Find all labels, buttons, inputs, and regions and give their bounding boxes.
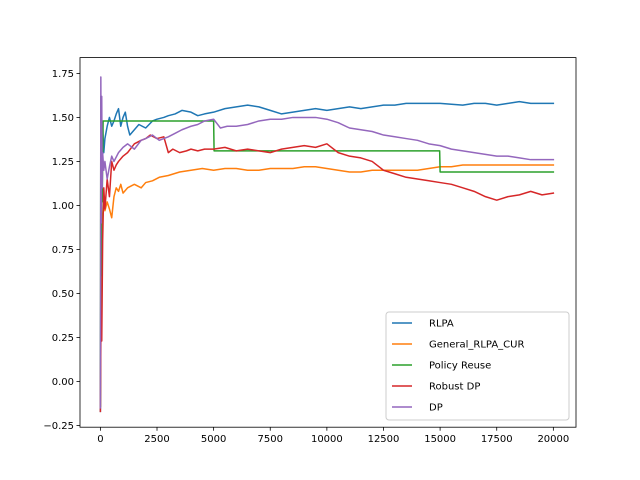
x-tick-label: 2500 (144, 434, 169, 445)
y-axis: −0.25 0.00 0.25 0.50 0.75 1.00 1.25 1.50 1.75 (43, 69, 80, 432)
y-tick-label: 0.75 (52, 245, 74, 256)
x-tick-label: 5000 (201, 434, 226, 445)
legend: RLPA General_RLPA_CUR Policy Reuse Robust D… (385, 311, 570, 421)
legend-label-0: RLPA (429, 319, 454, 330)
series-layer (99, 76, 555, 413)
series-line-4 (99, 76, 555, 409)
series-line-3 (99, 134, 555, 413)
x-tick-label: 10000 (311, 434, 343, 445)
x-axis: 0 2500 5000 7500 10000 12500 15000 17500 20000 (97, 427, 569, 445)
x-tick-label: 12500 (368, 434, 400, 445)
series-line-1 (99, 164, 555, 407)
legend-label-1: General_RLPA_CUR (429, 340, 524, 351)
plot-frame (79, 57, 577, 428)
y-tick-label: 0.50 (52, 289, 74, 300)
legend-label-2: Policy Reuse (429, 361, 491, 372)
y-tick-label: 1.50 (52, 113, 74, 124)
y-tick-label: 1.25 (52, 157, 74, 168)
series-line-0 (99, 100, 555, 413)
legend-box (385, 311, 570, 421)
x-tick-label: 15000 (424, 434, 456, 445)
y-tick-label: −0.25 (43, 421, 74, 432)
y-tick-label: 1.00 (52, 201, 74, 212)
legend-label-3: Robust DP (429, 382, 480, 393)
x-tick-label: 0 (97, 434, 103, 445)
y-tick-label: 0.00 (52, 377, 74, 388)
y-tick-label: 0.25 (52, 333, 74, 344)
y-tick-label: 1.75 (52, 69, 74, 80)
x-tick-label: 7500 (258, 434, 283, 445)
x-tick-label: 20000 (537, 434, 569, 445)
x-tick-label: 17500 (481, 434, 513, 445)
legend-label-4: DP (429, 403, 443, 414)
